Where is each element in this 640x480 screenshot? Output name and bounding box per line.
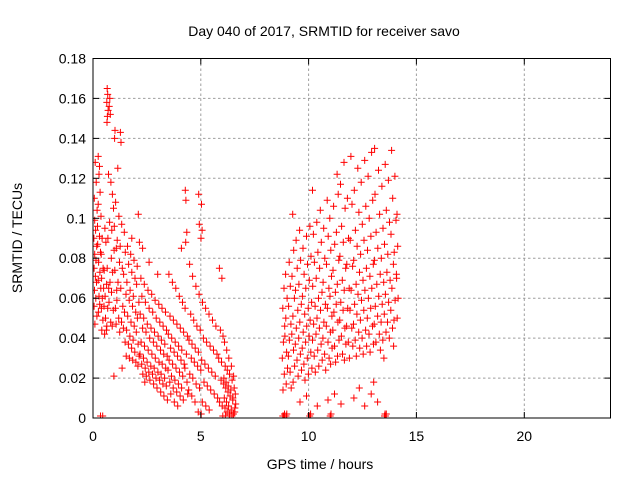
x-tick-label: 0 — [89, 428, 97, 444]
data-points — [93, 85, 402, 418]
y-tick-label: 0.14 — [59, 130, 86, 146]
y-tick-label: 0.18 — [59, 51, 86, 67]
y-tick-label: 0.06 — [59, 290, 86, 306]
x-tick-label: 20 — [517, 428, 533, 444]
x-axis-label: GPS time / hours — [267, 456, 374, 472]
y-tick-label: 0.08 — [59, 250, 86, 266]
y-tick-label: 0.12 — [59, 170, 86, 186]
x-tick-label: 15 — [409, 428, 425, 444]
y-tick-label: 0.04 — [59, 330, 86, 346]
y-tick-labels: 0 0.02 0.04 0.06 0.08 0.1 0.12 0.14 0.16 0.18 — [59, 51, 86, 427]
y-tick-label: 0.16 — [59, 90, 86, 106]
y-tick-label: 0 — [78, 410, 86, 426]
y-tick-label: 0.1 — [67, 210, 87, 226]
x-tick-labels: 0 5 10 15 20 — [89, 428, 532, 444]
plot-border — [92, 58, 611, 419]
grid-layer — [93, 58, 611, 418]
x-tick-label: 5 — [197, 428, 205, 444]
data-points-layer — [93, 85, 402, 418]
y-axis-label: SRMTID / TECUs — [9, 183, 25, 293]
y-tick-label: 0.02 — [59, 370, 86, 386]
x-tick-label: 10 — [301, 428, 317, 444]
plot-title: Day 040 of 2017, SRMTID for receiver sav… — [188, 23, 460, 39]
axis-ticks-layer — [92, 58, 611, 419]
